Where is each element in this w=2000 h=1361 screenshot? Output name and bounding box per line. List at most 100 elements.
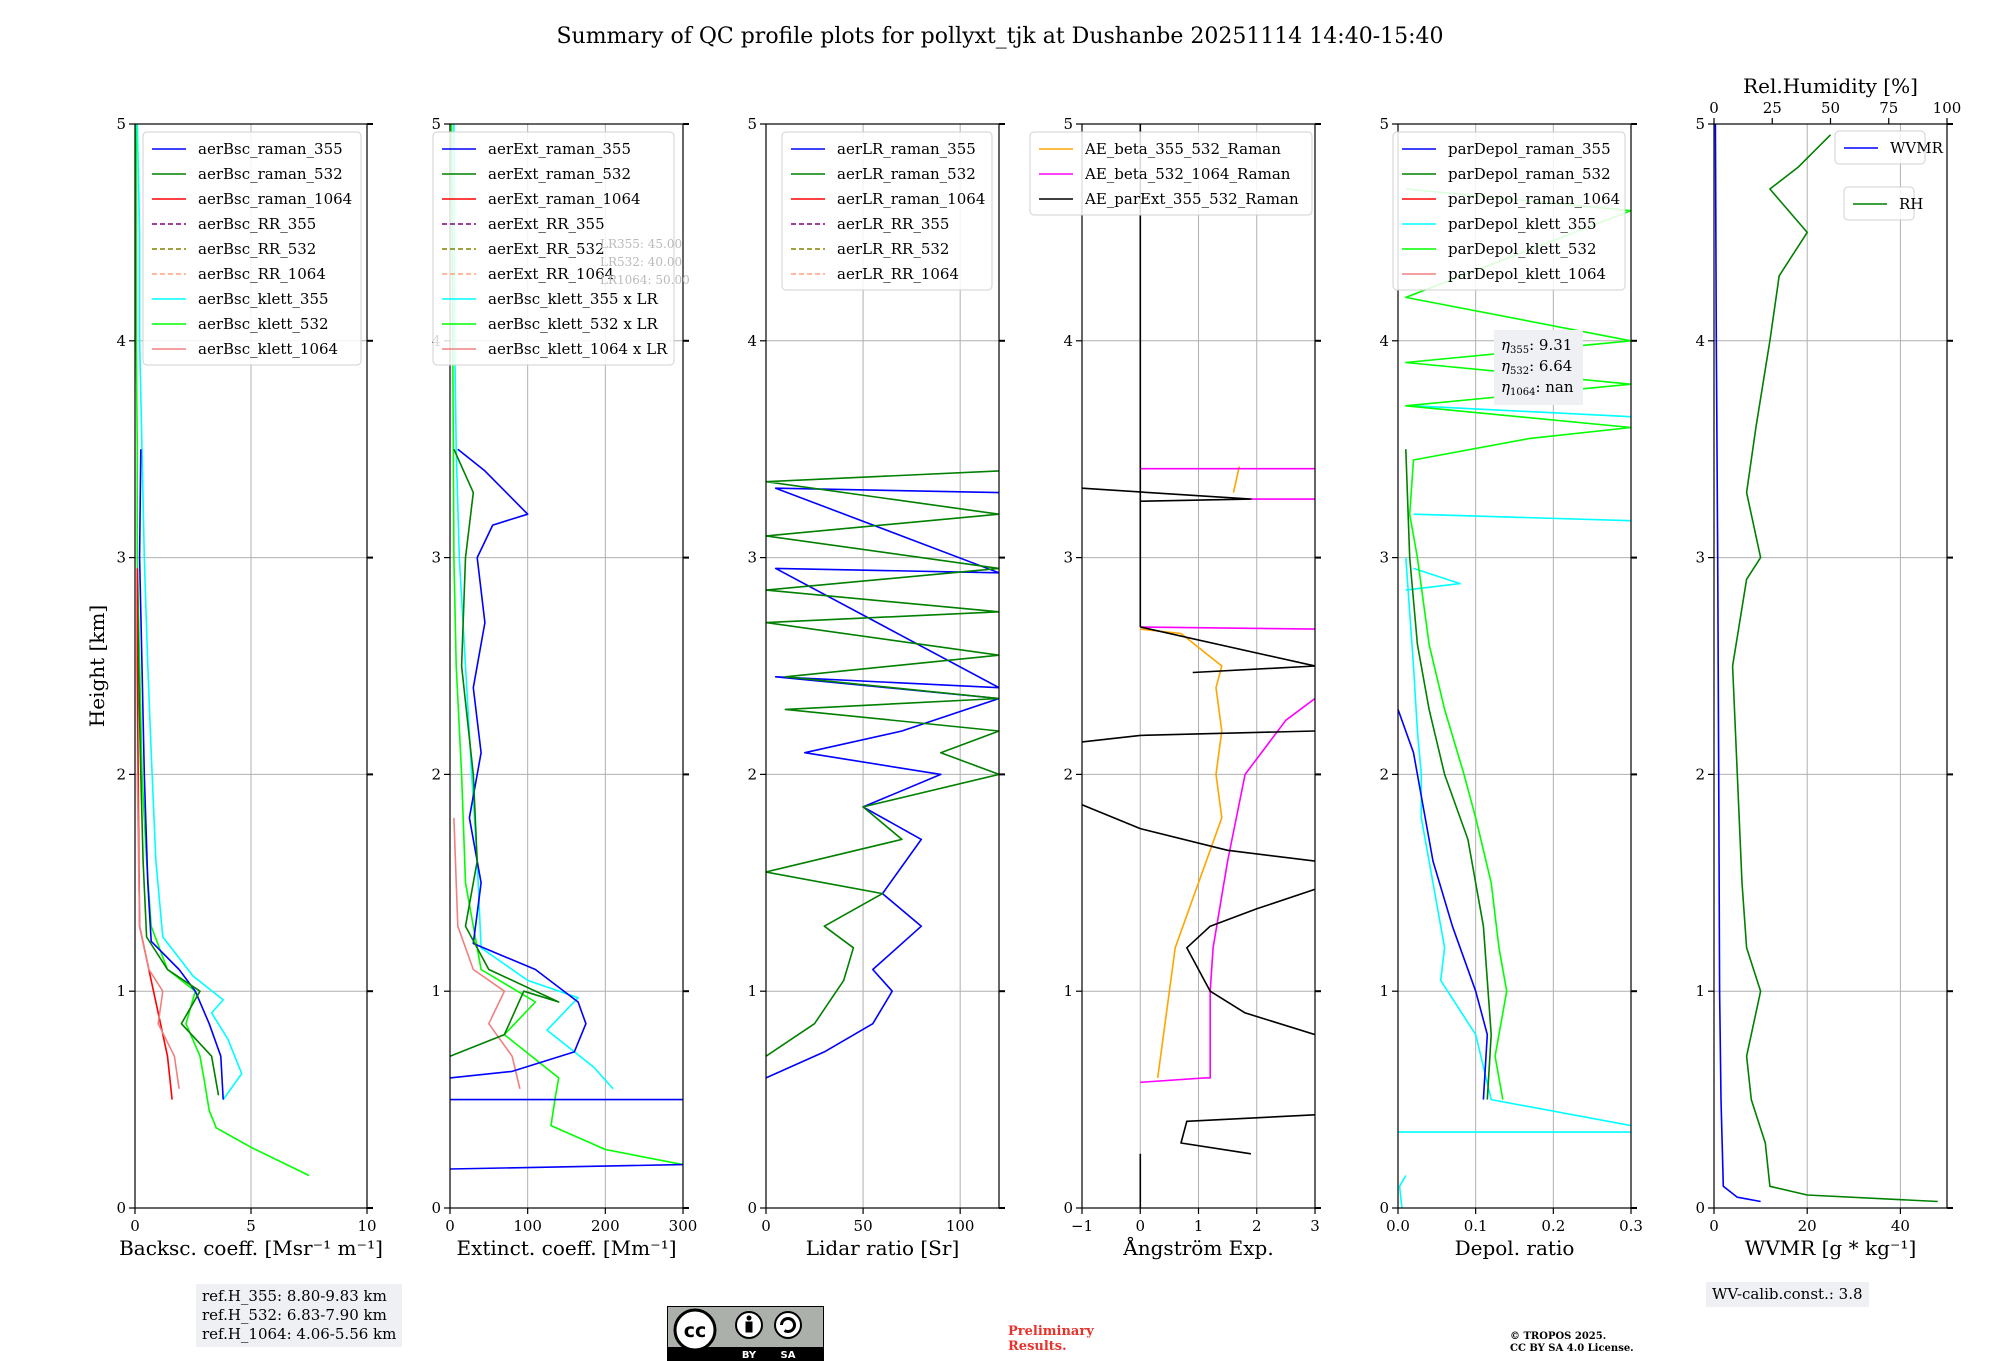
series-line bbox=[1405, 557, 1631, 1127]
cc-by-label: BY bbox=[742, 1350, 757, 1361]
y-tick-label: 1 bbox=[116, 982, 126, 1000]
panel-depol: 0.0 0.1 0.2 0.3 0 1 2 3 4 5 Depol. ratio parDepol_r… bbox=[1379, 115, 1642, 1260]
y-tick-label: 1 bbox=[1379, 982, 1389, 1000]
series-group-ext bbox=[450, 124, 683, 1170]
cc-sa-label: SA bbox=[781, 1350, 796, 1361]
legend-wv: WVMR bbox=[1834, 130, 1944, 165]
y-tick-label: 5 bbox=[431, 115, 441, 133]
panel-ext: 0100200300012345Extinct. coeff. [Mm⁻¹]ae… bbox=[431, 115, 697, 1260]
legend-label: AE_beta_532_1064_Raman bbox=[1084, 165, 1291, 183]
top-x-axis-label: Rel.Humidity [%] bbox=[1743, 74, 1918, 98]
y-tick-label: 3 bbox=[747, 549, 757, 567]
y-tick-label: 0 bbox=[1379, 1199, 1389, 1217]
y-tick-label: 4 bbox=[1695, 332, 1705, 350]
top-x-tick-label: 50 bbox=[1821, 99, 1840, 117]
tropos-license: CC BY SA 4.0 License. bbox=[1510, 1343, 1634, 1354]
y-tick-label: 4 bbox=[1063, 332, 1073, 350]
legend-label: aerLR_RR_532 bbox=[837, 240, 949, 258]
ref-height-1064: ref.H_1064: 4.06-5.56 km bbox=[202, 1325, 397, 1343]
x-tick-label: 100 bbox=[513, 1217, 542, 1235]
x-tick-label: 300 bbox=[669, 1217, 698, 1235]
series-line bbox=[450, 1163, 683, 1170]
series-line bbox=[453, 817, 521, 1089]
legend-label: aerLR_raman_532 bbox=[837, 165, 976, 183]
series-line bbox=[1398, 709, 1489, 1100]
series-line bbox=[1180, 1114, 1315, 1155]
svg-text:cc: cc bbox=[684, 1320, 707, 1342]
preliminary-line-2: Results. bbox=[1008, 1339, 1067, 1354]
legend-ext: aerExt_raman_355 aerExt_raman_532 aerExt_r… bbox=[432, 131, 675, 366]
reference-height-box: ref.H_355: 8.80-9.83 km ref.H_532: 6.83-… bbox=[196, 1284, 403, 1347]
series-line bbox=[1082, 804, 1315, 862]
top-x-tick-label: 100 bbox=[1933, 99, 1962, 117]
x-axis-label: Backsc. coeff. [Msr⁻¹ m⁻¹] bbox=[119, 1236, 383, 1260]
wv-calib-const: WV-calib.const.: 3.8 bbox=[1712, 1285, 1863, 1303]
legend-label: aerBsc_klett_1064 x LR bbox=[488, 340, 668, 358]
series-line bbox=[766, 470, 999, 1057]
y-tick-label: 2 bbox=[1063, 765, 1073, 783]
legend-lr: aerLR_raman_355 aerLR_raman_532 aerLR_rama… bbox=[781, 131, 993, 291]
series-line bbox=[1714, 124, 1761, 1203]
wv-calibration-box: WV-calib.const.: 3.8 bbox=[1706, 1282, 1869, 1307]
legend-label: AE_parExt_355_532_Raman bbox=[1084, 190, 1299, 208]
y-tick-label: 1 bbox=[1063, 982, 1073, 1000]
legend-label: parDepol_raman_532 bbox=[1448, 165, 1611, 183]
axes-frame bbox=[449, 123, 684, 1209]
ref-height-355: ref.H_355: 8.80-9.83 km bbox=[202, 1287, 387, 1305]
legend-label: aerBsc_klett_1064 bbox=[198, 340, 338, 358]
preliminary-line-1: Preliminary bbox=[1008, 1324, 1094, 1339]
legend-label: aerLR_raman_355 bbox=[837, 140, 976, 158]
legend-label: RH bbox=[1899, 195, 1923, 213]
y-tick-label: 2 bbox=[1379, 765, 1389, 783]
axes-frame bbox=[765, 123, 1000, 1209]
series-line bbox=[1405, 567, 1461, 591]
series-line bbox=[1140, 697, 1315, 1084]
x-tick-label: 0.3 bbox=[1619, 1217, 1643, 1235]
legend-label: aerLR_RR_1064 bbox=[837, 265, 959, 283]
y-tick-label: 1 bbox=[431, 982, 441, 1000]
y-tick-label: 0 bbox=[116, 1199, 126, 1217]
top-x-tick-label: 25 bbox=[1763, 99, 1782, 117]
x-tick-label: 5 bbox=[246, 1217, 256, 1235]
x-tick-label: 200 bbox=[591, 1217, 620, 1235]
y-tick-label: 5 bbox=[747, 115, 757, 133]
x-tick-label: 0 bbox=[761, 1217, 771, 1235]
tropos-license-note: © TROPOS 2025. CC BY SA 4.0 License. bbox=[1510, 1331, 1634, 1355]
legend-label: parDepol_klett_1064 bbox=[1448, 265, 1606, 283]
legend-label: aerBsc_klett_355 x LR bbox=[488, 290, 659, 308]
legend-box bbox=[781, 131, 993, 291]
y-tick-label: 1 bbox=[1695, 982, 1705, 1000]
series-line bbox=[1413, 405, 1631, 418]
legend-box bbox=[1029, 131, 1313, 216]
y-tick-label: 4 bbox=[116, 332, 126, 350]
legend-label: parDepol_klett_532 bbox=[1448, 240, 1597, 258]
eta-355: η355: 9.31 bbox=[1501, 336, 1572, 356]
legend-label: aerBsc_raman_1064 bbox=[198, 190, 352, 208]
legend-label: aerBsc_raman_532 bbox=[198, 165, 343, 183]
x-tick-label: 100 bbox=[946, 1217, 975, 1235]
series-line bbox=[450, 448, 560, 1057]
x-axis-label: Depol. ratio bbox=[1455, 1236, 1575, 1260]
series-group-ae bbox=[1082, 124, 1315, 1208]
series-line bbox=[450, 448, 587, 1079]
x-axis-label: Lidar ratio [Sr] bbox=[806, 1236, 960, 1260]
series-line bbox=[1731, 134, 1938, 1203]
x-axis-label: WVMR [g * kg⁻¹] bbox=[1745, 1236, 1917, 1260]
y-tick-label: 0 bbox=[1063, 1199, 1073, 1217]
y-tick-label: 0 bbox=[431, 1199, 441, 1217]
y-tick-label: 5 bbox=[1063, 115, 1073, 133]
panel-lr: 0 50 100 0 1 2 3 4 5 Lidar ratio [Sr] aerLR_raman_… bbox=[747, 115, 1005, 1260]
legend-bsc: aerBsc_raman_355 aerBsc_raman_532 aerBsc_r… bbox=[142, 131, 362, 366]
x-tick-label: 50 bbox=[854, 1217, 873, 1235]
series-line bbox=[450, 124, 683, 1166]
lr-annotation: LR355: 45.00 bbox=[600, 237, 682, 251]
lr-annotation: LR532: 40.00 bbox=[600, 255, 682, 269]
legend-box bbox=[432, 131, 675, 366]
series-line bbox=[1405, 449, 1492, 1100]
x-tick-label: 1 bbox=[1194, 1217, 1204, 1235]
series-line bbox=[136, 568, 220, 1096]
cc-by-sa-logo: cc BY SA bbox=[667, 1306, 824, 1361]
series-line bbox=[1405, 188, 1631, 1100]
